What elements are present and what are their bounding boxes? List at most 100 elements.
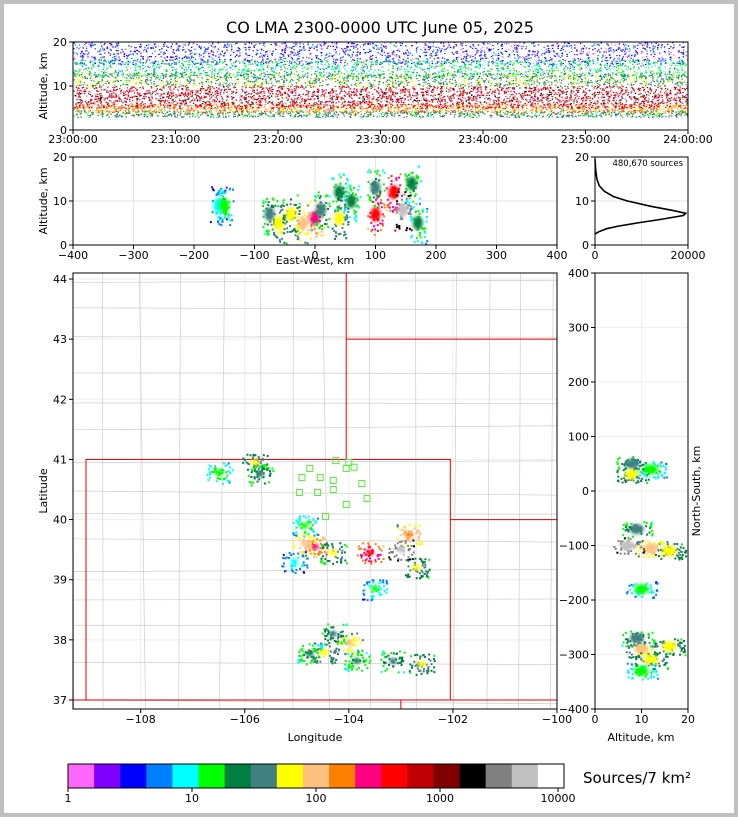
altitude-time-point: [407, 66, 409, 68]
altitude-time-point: [684, 75, 686, 77]
altitude-time-point: [326, 59, 328, 61]
altitude-time-point: [644, 84, 647, 86]
altitude-time-point: [519, 80, 522, 82]
altitude-time-point: [443, 62, 446, 65]
altitude-time-point: [99, 59, 101, 61]
altitude-time-point: [229, 59, 232, 61]
altitude-time-point: [109, 64, 112, 66]
altitude-time-point: [356, 54, 358, 56]
altitude-time-point: [94, 72, 96, 74]
altitude-time-point: [284, 73, 286, 75]
altitude-time-point: [470, 82, 473, 84]
altitude-time-point: [604, 73, 606, 75]
altitude-time-point: [212, 54, 215, 56]
altitude-time-point: [534, 45, 536, 47]
altitude-time-point: [621, 58, 624, 60]
altitude-time-point: [349, 113, 352, 115]
altitude-time-point: [258, 85, 260, 87]
altitude-time-point: [311, 68, 313, 70]
altitude-time-point: [504, 75, 506, 77]
altitude-time-point: [488, 48, 491, 50]
altitude-time-point: [643, 115, 645, 117]
altitude-time-point: [491, 68, 493, 71]
altitude-time-point: [308, 49, 310, 51]
altitude-time-point: [262, 43, 264, 45]
altitude-time-point: [320, 55, 323, 57]
altitude-time-point: [397, 67, 399, 69]
altitude-time-point: [514, 44, 516, 46]
altitude-time-point: [668, 70, 670, 72]
altitude-time-point: [92, 65, 94, 67]
altitude-time-point: [553, 50, 555, 52]
altitude-time-point: [87, 56, 89, 58]
altitude-time-point: [681, 110, 683, 112]
altitude-time-point: [606, 43, 608, 45]
altitude-time-point: [661, 56, 663, 58]
altitude-time-point: [490, 76, 493, 78]
altitude-time-point: [352, 72, 354, 75]
altitude-time-point: [640, 65, 642, 67]
altitude-time-point: [479, 79, 481, 81]
altitude-time-point: [506, 116, 508, 118]
altitude-time-point: [127, 65, 129, 67]
altitude-time-point: [468, 78, 470, 80]
altitude-time-point: [139, 46, 142, 49]
altitude-time-point: [684, 114, 686, 116]
altitude-time-point: [460, 112, 462, 114]
altitude-time-point: [179, 65, 182, 67]
altitude-time-point: [568, 43, 570, 45]
altitude-time-point: [419, 56, 421, 58]
altitude-time-point: [455, 45, 458, 47]
altitude-time-point: [610, 57, 612, 59]
altitude-time-point: [223, 82, 225, 84]
altitude-time-point: [261, 66, 263, 68]
altitude-time-point: [392, 74, 394, 76]
altitude-time-point: [437, 57, 439, 59]
altitude-time-point: [579, 68, 581, 70]
altitude-time-point: [356, 75, 358, 77]
altitude-time-point: [139, 65, 141, 67]
altitude-time-point: [147, 79, 149, 81]
altitude-time-point: [680, 113, 682, 115]
altitude-time-point: [265, 81, 267, 83]
altitude-time-point: [367, 84, 370, 86]
altitude-time-point: [108, 60, 111, 62]
altitude-time-point: [379, 74, 382, 76]
altitude-time-point: [175, 71, 177, 73]
altitude-time-point: [550, 77, 552, 79]
altitude-time-point: [226, 68, 228, 71]
altitude-time-point: [603, 84, 605, 86]
altitude-time-point: [538, 66, 540, 68]
altitude-time-point: [155, 66, 158, 68]
altitude-time-point: [506, 84, 508, 86]
altitude-time-point: [237, 78, 239, 80]
altitude-time-point: [320, 75, 322, 77]
altitude-time-point: [567, 75, 569, 77]
altitude-time-point: [354, 74, 356, 76]
altitude-time-point: [335, 61, 337, 63]
altitude-time-point: [609, 78, 611, 80]
altitude-time-point: [659, 112, 661, 114]
altitude-time-point: [657, 47, 659, 49]
altitude-time-point: [355, 46, 357, 48]
altitude-time-point: [618, 67, 620, 70]
altitude-time-point: [672, 75, 674, 77]
altitude-time-point: [560, 110, 562, 112]
altitude-time-point: [385, 59, 387, 61]
altitude-time-point: [200, 58, 203, 60]
altitude-time-point: [564, 60, 567, 62]
altitude-time-point: [603, 51, 605, 53]
altitude-time-point: [597, 70, 600, 73]
altitude-time-point: [361, 83, 363, 85]
altitude-time-point: [265, 51, 267, 53]
altitude-time-point: [532, 63, 534, 65]
altitude-time-point: [496, 59, 498, 61]
altitude-time-point: [408, 81, 410, 83]
altitude-time-point: [382, 70, 385, 73]
altitude-time-point: [570, 45, 572, 47]
altitude-time-point: [425, 51, 427, 53]
altitude-time-point: [501, 53, 504, 55]
altitude-time-point: [625, 74, 627, 76]
altitude-time-point: [150, 73, 152, 75]
altitude-time-point: [594, 48, 596, 50]
